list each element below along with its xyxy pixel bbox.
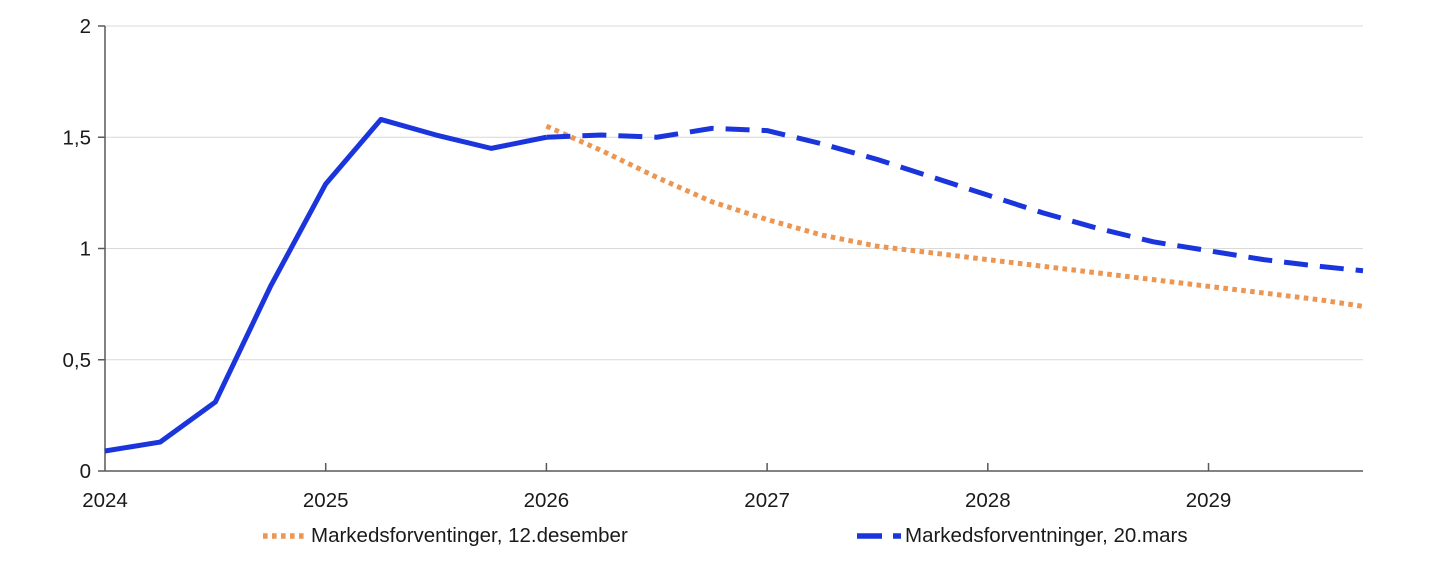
y-tick-label: 1,5 bbox=[63, 126, 92, 149]
chart-svg: 0 0,5 1 1,5 2 2024 2025 2026 2027 2028 2029 bbox=[63, 15, 1364, 512]
y-tick-label: 1 bbox=[80, 238, 91, 261]
legend-item-20-mars: Markedsforventninger, 20.mars bbox=[856, 524, 1188, 548]
legend-label-12-desember: Markedsforventinger, 12.desember bbox=[311, 524, 628, 547]
x-tick-label: 2029 bbox=[1186, 489, 1232, 512]
x-tick-label: 2026 bbox=[524, 489, 570, 512]
dotted-line-swatch bbox=[263, 533, 307, 539]
dashed-line-swatch bbox=[857, 533, 901, 539]
x-tick-label: 2027 bbox=[744, 489, 790, 512]
x-tick-label: 2028 bbox=[965, 489, 1011, 512]
legend-item-12-desember: Markedsforventinger, 12.desember bbox=[262, 524, 628, 548]
series-line-december-expectations bbox=[545, 123, 1364, 309]
y-tick-label: 2 bbox=[80, 15, 91, 38]
chart-legend: Markedsforventinger, 12.desember Markeds… bbox=[0, 524, 1445, 556]
y-tick-label: 0,5 bbox=[63, 349, 92, 372]
legend-label-20-mars: Markedsforventninger, 20.mars bbox=[905, 524, 1188, 547]
x-tick-label: 2025 bbox=[303, 489, 349, 512]
series-line-march-expectations bbox=[546, 125, 1364, 274]
x-tick-label: 2024 bbox=[82, 489, 128, 512]
y-tick-label: 0 bbox=[80, 460, 91, 483]
series-line-historical bbox=[104, 116, 547, 454]
